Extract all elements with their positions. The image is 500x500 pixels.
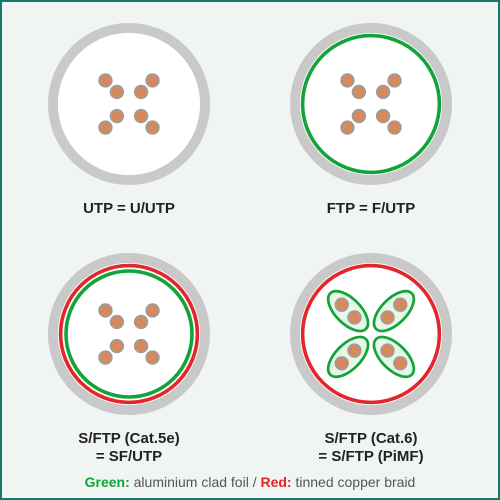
legend-green-label: Green:	[85, 474, 130, 490]
cable-cell-1: FTP = F/UTP	[256, 14, 486, 236]
cable-label-2: S/FTP (Cat.5e)= SF/UTP	[78, 430, 179, 466]
legend-green-text: aluminium clad foil	[130, 474, 253, 490]
legend-red-label: Red:	[260, 474, 291, 490]
cable-cross-section-1	[281, 14, 461, 194]
diagram-frame: UTP = U/UTP FTP = F/UTP S/FTP (Cat.5e)= SF…	[0, 0, 500, 500]
cable-cell-0: UTP = U/UTP	[14, 14, 244, 236]
legend-red-text: tinned copper braid	[292, 474, 416, 490]
cable-cross-section-3	[281, 244, 461, 424]
cable-cross-section-0	[39, 14, 219, 194]
diagram-grid: UTP = U/UTP FTP = F/UTP S/FTP (Cat.5e)= SF…	[2, 2, 498, 470]
cable-label-1: FTP = F/UTP	[327, 200, 415, 218]
cable-cross-section-2	[39, 244, 219, 424]
legend: Green: aluminium clad foil / Red: tinned…	[2, 470, 498, 500]
cable-label-3: S/FTP (Cat.6)= S/FTP (PiMF)	[318, 430, 423, 466]
cable-label-0: UTP = U/UTP	[83, 200, 175, 218]
cable-cell-2: S/FTP (Cat.5e)= SF/UTP	[14, 244, 244, 466]
cable-cell-3: S/FTP (Cat.6)= S/FTP (PiMF)	[256, 244, 486, 466]
